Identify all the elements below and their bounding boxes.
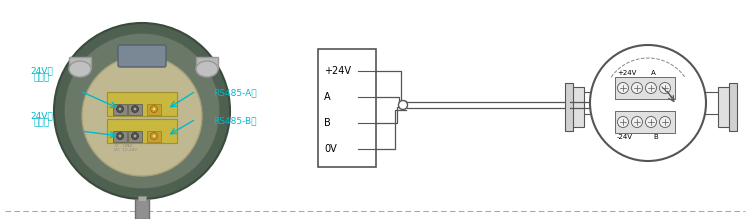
Bar [718,87,732,127]
Bar [729,83,737,131]
Circle shape [118,107,122,111]
Text: +24V: +24V [324,66,351,76]
Bar [128,104,142,115]
Circle shape [632,117,643,127]
Circle shape [590,45,706,161]
Circle shape [54,23,230,199]
Circle shape [116,106,124,113]
Text: B: B [653,134,658,140]
Text: B: B [324,118,331,128]
Text: 24V电: 24V电 [31,111,53,120]
Bar [147,104,161,115]
Bar [570,87,584,127]
Bar [113,131,127,142]
Bar [565,83,573,131]
Bar [69,57,91,69]
Circle shape [617,117,628,127]
Text: 0V: 0V [324,144,337,154]
Circle shape [131,132,139,140]
Bar [615,111,675,133]
Text: DC  12-24V: DC 12-24V [114,148,137,152]
FancyBboxPatch shape [118,45,166,67]
Circle shape [134,107,136,111]
Ellipse shape [69,61,91,77]
Text: A: A [324,92,331,102]
Bar [107,92,177,116]
Bar [196,57,218,69]
Bar [138,196,146,201]
Bar [147,131,161,142]
Circle shape [118,134,122,138]
Circle shape [152,134,156,138]
Bar [128,131,142,142]
Text: 24V电: 24V电 [31,66,53,75]
Text: 源正极: 源正极 [34,73,50,82]
Bar [113,104,127,115]
Circle shape [131,106,139,113]
Circle shape [646,83,656,94]
Bar [318,49,376,167]
Bar [107,119,177,143]
Ellipse shape [196,61,218,77]
Bar [135,199,149,219]
Circle shape [632,83,643,94]
Circle shape [659,117,670,127]
Circle shape [646,117,656,127]
Circle shape [116,132,124,140]
Circle shape [152,107,156,111]
Circle shape [64,33,220,189]
Circle shape [398,101,407,110]
Text: +24V: +24V [617,70,636,76]
Circle shape [659,83,670,94]
Text: A: A [651,70,656,76]
Text: RS485-A极: RS485-A极 [213,88,256,97]
Text: -V    GND: -V GND [114,144,133,148]
Bar [615,77,675,99]
Circle shape [617,83,628,94]
Circle shape [151,106,157,113]
Circle shape [151,132,157,140]
Circle shape [134,134,136,138]
Text: 源负极: 源负极 [34,118,50,127]
Circle shape [82,56,202,176]
Text: RS485-B极: RS485-B极 [213,117,256,125]
Text: -24V: -24V [617,134,633,140]
